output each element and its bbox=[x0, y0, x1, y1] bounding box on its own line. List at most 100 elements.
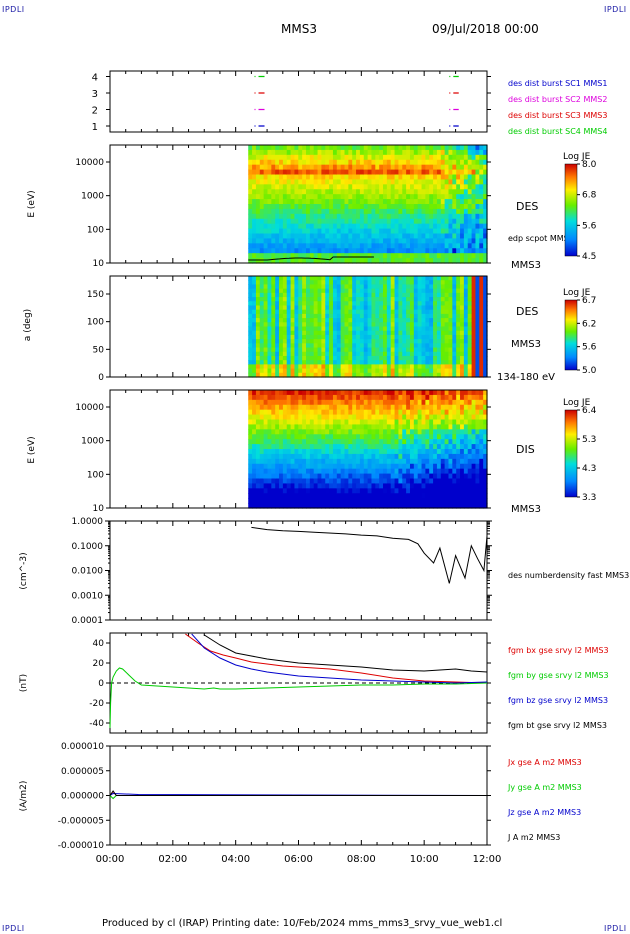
dis-spectrogram-cell bbox=[406, 424, 411, 430]
des-spectrogram-cell bbox=[429, 213, 434, 220]
dis-spectrogram-cell bbox=[367, 414, 373, 421]
des-spectrogram-cell bbox=[255, 204, 261, 210]
dis-spectrogram-cell bbox=[352, 424, 357, 430]
pitch-angle-cell bbox=[363, 322, 369, 328]
pitch-angle-cell bbox=[475, 301, 480, 307]
des-spectrogram-cell bbox=[252, 164, 257, 171]
des-spectrogram-cell bbox=[248, 243, 253, 249]
dis-spectrogram-cell bbox=[417, 449, 423, 455]
des-spectrogram-cell bbox=[252, 204, 257, 210]
dis-spectrogram-cell bbox=[348, 463, 353, 470]
pitch-angle-cell bbox=[463, 351, 469, 357]
des-spectrogram-cell bbox=[317, 228, 322, 235]
dis-spectrogram-cell bbox=[317, 473, 322, 480]
dis-spectrogram-cell bbox=[259, 493, 265, 499]
des-spectrogram-cell bbox=[475, 213, 480, 220]
dis-spectrogram-cell bbox=[275, 483, 280, 489]
dis-spectrogram-cell bbox=[436, 483, 442, 489]
dis-spectrogram-cell bbox=[375, 493, 380, 499]
des-spectrogram-cell bbox=[336, 238, 342, 244]
des-spectrogram-cell bbox=[259, 248, 265, 254]
dis-spectrogram-cell bbox=[302, 399, 307, 406]
dis-spectrogram-cell bbox=[463, 493, 469, 499]
des-spectrogram-cell bbox=[475, 194, 480, 200]
dis-spectrogram-cell bbox=[390, 483, 396, 489]
dis-spectrogram-cell bbox=[409, 468, 415, 475]
des-spectrogram-cell bbox=[433, 154, 438, 161]
des-spectrogram-cell bbox=[421, 208, 426, 215]
pitch-angle-cell bbox=[452, 372, 457, 378]
dis-spectrogram-cell bbox=[252, 414, 257, 421]
des-spectrogram-cell bbox=[417, 169, 423, 176]
dis-energy-axis-label: E (eV) bbox=[27, 436, 37, 463]
des-spectrogram-cell bbox=[356, 169, 361, 176]
dis-spectrogram-cell bbox=[340, 478, 346, 485]
pitch-angle-cell bbox=[379, 355, 384, 361]
dis-spectrogram-cell bbox=[463, 399, 469, 406]
dis-spectrogram-cell bbox=[255, 404, 261, 411]
dis-spectrogram-cell bbox=[386, 503, 392, 509]
dis-spectrogram-cell bbox=[317, 478, 322, 485]
burst-level-label: 3 bbox=[92, 89, 98, 100]
dis-spectrogram-cell bbox=[271, 399, 276, 406]
des-spectrogram-cell bbox=[394, 223, 400, 230]
des-spectrogram-cell bbox=[286, 233, 292, 240]
des-spectrogram-cell bbox=[317, 218, 322, 225]
des-spectrogram-cell bbox=[259, 208, 265, 215]
des-spectrogram-cell bbox=[398, 164, 403, 171]
des-spectrogram-cell bbox=[282, 223, 288, 230]
des-spectrogram-cell bbox=[332, 213, 338, 220]
dis-spectrogram-cell bbox=[321, 439, 326, 445]
dis-spectrogram-cell bbox=[417, 478, 423, 485]
des-spectrogram-cell bbox=[436, 223, 442, 230]
pitch-angle-cell bbox=[390, 288, 396, 294]
dis-spectrogram-cell bbox=[383, 404, 388, 411]
des-spectrogram-cell bbox=[379, 169, 384, 176]
des-spectrogram-cell bbox=[340, 164, 346, 171]
dis-spectrogram-cell bbox=[463, 424, 469, 430]
pitch-angle-cell bbox=[460, 280, 465, 286]
des-spectrogram-cell bbox=[298, 228, 303, 235]
des-spectrogram-cell bbox=[425, 145, 430, 151]
pitch-angle-cell bbox=[383, 364, 388, 370]
dis-spectrogram-cell bbox=[436, 473, 442, 480]
des-spectrogram-cell bbox=[321, 248, 326, 254]
des-spectrogram-cell bbox=[290, 248, 296, 254]
dis-spectrogram-cell bbox=[321, 488, 326, 494]
pitch-angle-cell bbox=[313, 326, 319, 332]
dis-spectrogram-cell bbox=[344, 453, 349, 460]
des-spectrogram-cell bbox=[421, 213, 426, 220]
dis-spectrogram-cell bbox=[440, 478, 446, 485]
des-spectrogram-cell bbox=[340, 228, 346, 235]
dis-spectrogram-cell bbox=[267, 394, 272, 401]
pitch-angle-cell bbox=[286, 368, 292, 374]
dis-spectrogram-cell bbox=[309, 468, 315, 475]
pitch-angle-cell bbox=[348, 322, 353, 328]
pitch-angle-cell bbox=[321, 280, 326, 286]
pitch-angle-cell bbox=[348, 347, 353, 353]
dis-spectrogram-cell bbox=[325, 424, 330, 430]
dis-spectrogram-cell bbox=[436, 404, 442, 411]
des-spectrogram-cell bbox=[467, 213, 473, 220]
pitch-angle-cell bbox=[271, 280, 276, 286]
dis-spectrogram-cell bbox=[336, 404, 342, 411]
pitch-angle-cell bbox=[471, 330, 477, 336]
des-spectrogram-cell bbox=[259, 159, 265, 166]
des-spectrogram-cell bbox=[344, 145, 349, 151]
dis-spectrogram-cell bbox=[259, 503, 265, 509]
des-spectrogram-cell bbox=[290, 218, 296, 225]
des-spectrogram-cell bbox=[402, 169, 407, 176]
pitch-angle-cell bbox=[398, 276, 403, 281]
dis-spectrogram-cell bbox=[317, 483, 322, 489]
des-spectrogram-cell bbox=[444, 228, 450, 235]
des-spectrogram-cell bbox=[436, 218, 442, 225]
dis-spectrogram-cell bbox=[367, 458, 373, 465]
pitch-angle-cell bbox=[421, 280, 426, 286]
des-spectrogram-cell bbox=[290, 204, 296, 210]
pitch-angle-cell bbox=[394, 334, 400, 340]
des-spectrogram-cell bbox=[456, 208, 461, 215]
pitch-angle-cell bbox=[263, 309, 269, 315]
pitch-angle-cell bbox=[306, 360, 311, 365]
pitch-angle-cell bbox=[282, 347, 288, 353]
dis-spectrogram-cell bbox=[479, 473, 484, 480]
